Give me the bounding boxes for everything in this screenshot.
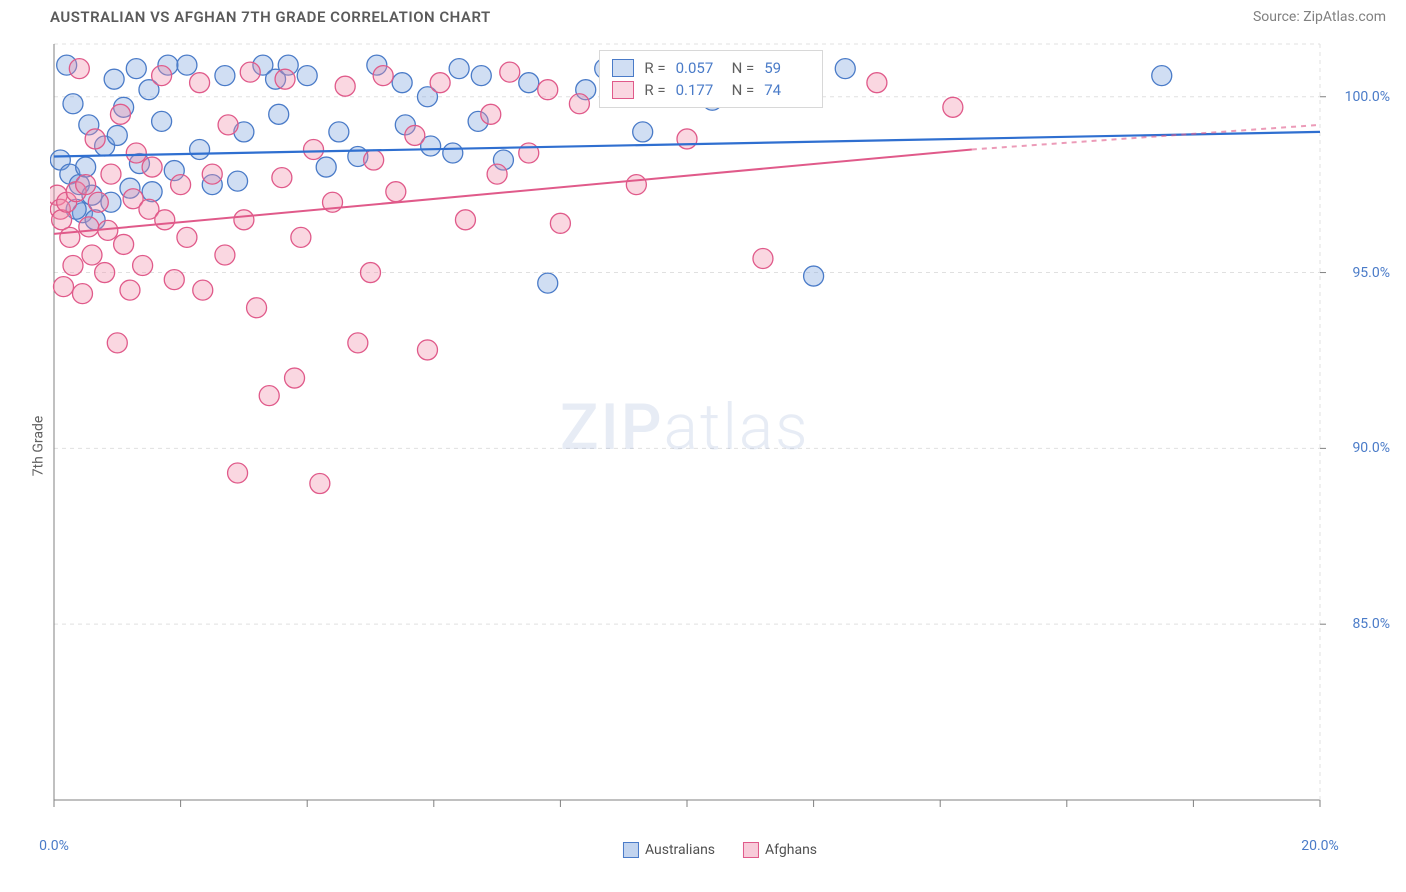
stat-r-key: R = [644,59,665,77]
y-tick-label: 95.0% [1352,265,1390,281]
stat-legend-row: R = 0.057 N = 59 [612,57,810,79]
stat-n-key: N = [732,59,755,77]
stat-n-value: 59 [764,59,810,77]
scatter-chart-svg [50,40,1390,830]
y-tick-label: 90.0% [1352,440,1390,456]
chart-source: Source: ZipAtlas.com [1253,9,1386,25]
stat-swatch [612,81,634,99]
stat-n-key: N = [732,81,755,99]
y-tick-label: 100.0% [1345,89,1390,105]
stat-swatch [612,59,634,77]
legend-swatch [623,842,639,858]
y-tick-label: 85.0% [1352,616,1390,632]
chart-header: AUSTRALIAN VS AFGHAN 7TH GRADE CORRELATI… [0,0,1406,30]
stat-r-value: 0.057 [676,59,722,77]
x-tick-label: 0.0% [39,838,69,854]
stat-n-value: 74 [764,81,810,99]
legend-item: Afghans [743,842,817,858]
legend-label: Afghans [765,842,817,858]
legend-swatch [743,842,759,858]
stat-legend-row: R = 0.177 N = 74 [612,79,810,101]
x-tick-label: 20.0% [1301,838,1339,854]
legend-bottom: Australians Afghans [623,842,817,858]
stat-legend: R = 0.057 N = 59 R = 0.177 N = 74 [599,50,823,108]
y-axis-label: 7th Grade [30,416,46,477]
stat-r-value: 0.177 [676,81,722,99]
legend-item: Australians [623,842,715,858]
chart-title: AUSTRALIAN VS AFGHAN 7TH GRADE CORRELATI… [50,8,491,26]
stat-r-key: R = [644,81,665,99]
chart-area: R =0.057N =59R =0.177N =74 ZIPatlas Aust… [50,40,1390,830]
legend-label: Australians [645,842,715,858]
